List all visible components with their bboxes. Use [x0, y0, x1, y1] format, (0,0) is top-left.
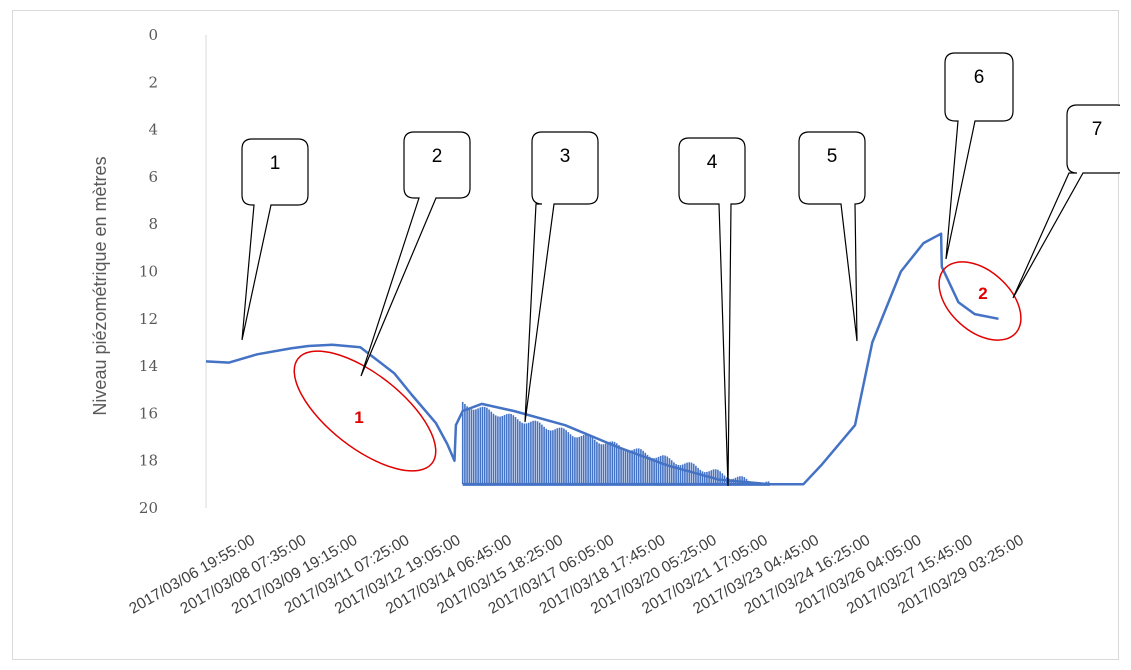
series-line: [205, 232, 999, 486]
y-tick-label: 10: [139, 263, 158, 281]
y-tick-label: 4: [148, 121, 158, 139]
y-tick-label: 18: [139, 452, 158, 470]
y-tick-label: 2: [148, 73, 158, 91]
callout-label: 5: [827, 146, 838, 167]
zone-label: 1: [354, 408, 363, 427]
callout-box: [798, 131, 866, 342]
callout-label: 3: [560, 146, 571, 167]
callout-box: [241, 138, 309, 341]
callout-box: [678, 137, 746, 487]
y-tick-label: 12: [139, 310, 158, 328]
callout-box: [360, 131, 471, 377]
y-tick-label: 8: [148, 215, 158, 233]
callout-box: [1012, 104, 1120, 299]
callout-box: [944, 52, 1014, 260]
callout-label: 1: [270, 153, 281, 174]
zone-label: 2: [978, 284, 987, 303]
callout-label: 7: [1092, 119, 1103, 140]
oscillation-band: [461, 402, 770, 485]
zone-ellipse: [293, 350, 437, 472]
y-tick-label: 14: [139, 357, 158, 375]
chart-frame: 0 2 4 6 8 10 12 14 16 18 20 Niveau piézométrique en…: [12, 10, 1120, 660]
y-tick-label: 16: [139, 404, 158, 422]
callout-label: 4: [707, 152, 718, 173]
y-tick-label: 6: [148, 168, 158, 186]
y-tick-label: 0: [148, 26, 158, 44]
zone-ellipse: [938, 261, 1022, 341]
callout-label: 2: [432, 146, 443, 167]
y-tick-label: 20: [139, 499, 158, 517]
callout-label: 6: [974, 67, 985, 88]
y-axis-title: Niveau piézométrique en mètres: [90, 156, 110, 415]
callout-box: [524, 131, 599, 423]
